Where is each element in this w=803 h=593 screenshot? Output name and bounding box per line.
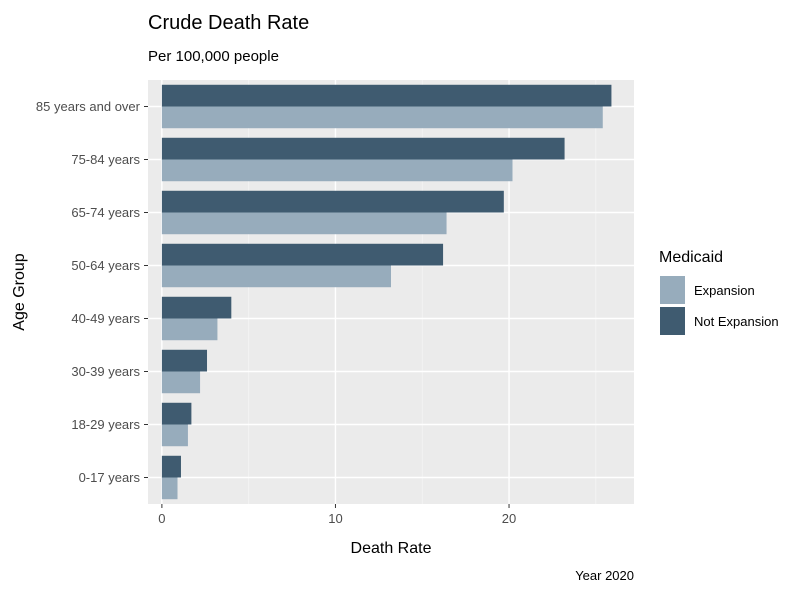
bar-expansion (161, 318, 218, 341)
bars (161, 84, 612, 500)
x-tick-label: 20 (502, 511, 516, 526)
bar-not-expansion (161, 455, 181, 478)
bar-not-expansion (161, 84, 612, 107)
bar-not-expansion (161, 296, 232, 319)
legend-title: Medicaid (659, 249, 723, 266)
bar-not-expansion (161, 137, 565, 160)
y-tick-label: 40-49 years (71, 311, 140, 326)
legend: Medicaid Expansion Not Expansion (659, 249, 779, 335)
x-tick-label: 10 (328, 511, 342, 526)
chart-title: Crude Death Rate (148, 12, 309, 34)
y-tick-label: 0-17 years (79, 470, 141, 485)
x-axis-title: Death Rate (351, 540, 432, 557)
y-tick-label: 18-29 years (71, 417, 140, 432)
bar-not-expansion (161, 349, 208, 372)
bar-not-expansion (161, 243, 444, 266)
bar-expansion (161, 265, 391, 288)
y-axis: 0-17 years 18-29 years 30-39 years 40-49 ye… (36, 99, 148, 485)
bar-expansion (161, 477, 178, 500)
bar-expansion (161, 106, 603, 129)
y-axis-title: Age Group (11, 253, 28, 330)
legend-swatch (660, 276, 685, 304)
bar-expansion (161, 424, 188, 447)
chart-caption: Year 2020 (575, 568, 634, 583)
y-tick-label: 65-74 years (71, 205, 140, 220)
y-tick-label: 30-39 years (71, 364, 140, 379)
legend-label: Expansion (694, 283, 755, 298)
y-tick-label: 85 years and over (36, 99, 141, 114)
y-tick-label: 75-84 years (71, 152, 140, 167)
bar-expansion (161, 159, 513, 182)
bar-not-expansion (161, 402, 192, 425)
x-tick-label: 0 (158, 511, 165, 526)
legend-label: Not Expansion (694, 314, 779, 329)
legend-swatch (660, 307, 685, 335)
x-axis: 0 10 20 (158, 504, 516, 526)
bar-not-expansion (161, 190, 504, 213)
chart-subtitle: Per 100,000 people (148, 48, 279, 65)
bar-expansion (161, 371, 201, 394)
y-tick-label: 50-64 years (71, 258, 140, 273)
bar-expansion (161, 212, 447, 235)
